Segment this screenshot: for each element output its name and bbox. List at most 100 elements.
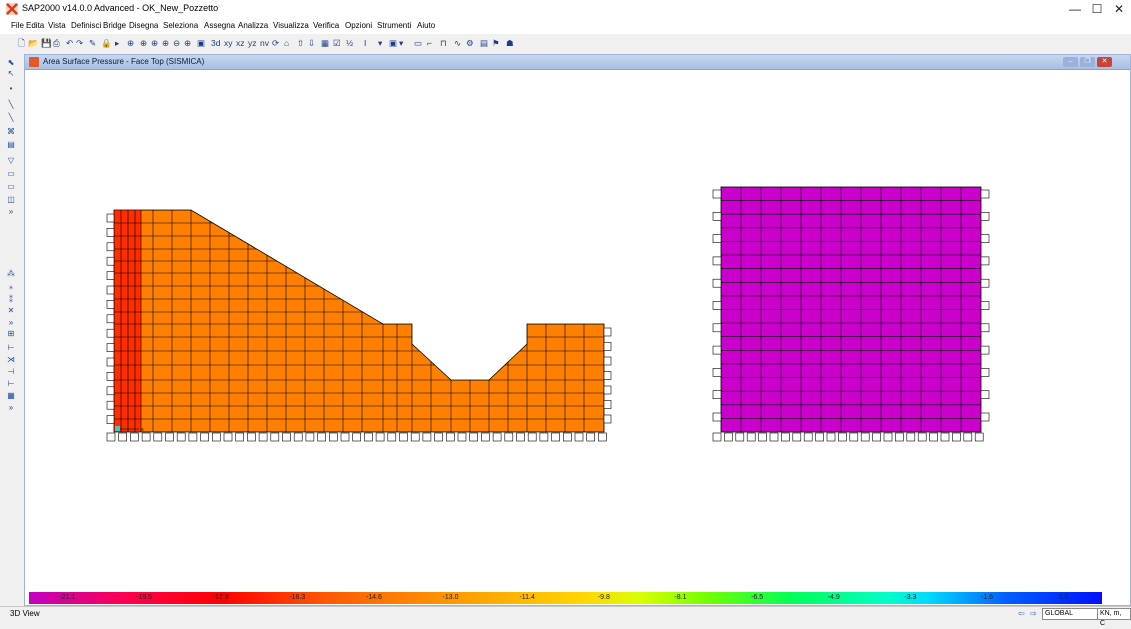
graph-icon[interactable]: ⚑ bbox=[492, 38, 500, 48]
draw-rect-area-icon[interactable]: ▭ bbox=[7, 169, 15, 178]
joint-support-marker bbox=[603, 414, 612, 424]
draw-solid-icon[interactable]: ◫ bbox=[7, 195, 15, 204]
menu-bridge[interactable]: Bridge bbox=[103, 21, 127, 30]
redo-icon[interactable]: ↷ bbox=[76, 38, 84, 48]
zoom-full-icon[interactable]: ⊕ bbox=[140, 38, 148, 48]
inner-minimize-button[interactable]: – bbox=[1063, 57, 1078, 67]
rotate-3d-icon[interactable]: ⟳ bbox=[272, 38, 280, 48]
draw-joint-icon[interactable]: • bbox=[9, 84, 13, 93]
joint-support-marker bbox=[106, 357, 115, 367]
maximize-button[interactable]: ☐ bbox=[1091, 2, 1103, 16]
zoom-previous-icon[interactable]: ⊕ bbox=[151, 38, 159, 48]
quick-area-icon[interactable]: ▭ bbox=[7, 182, 15, 191]
draw-frame-icon[interactable]: ⌐ bbox=[427, 38, 432, 48]
results-window-titlebar: Area Surface Pressure - Face Top (SISMIC… bbox=[25, 55, 1130, 70]
menu-seleziona[interactable]: Seleziona bbox=[163, 21, 199, 30]
save-icon[interactable]: 💾 bbox=[41, 38, 52, 48]
view-3d-button[interactable]: 3d bbox=[211, 38, 221, 48]
draw-brace-icon[interactable]: ⌘ bbox=[7, 127, 15, 136]
undo-icon[interactable]: ↶ bbox=[66, 38, 74, 48]
view-xy-button[interactable]: xy bbox=[224, 38, 233, 48]
pointer-select-icon[interactable]: ⬉ bbox=[7, 58, 15, 67]
run-analysis-icon[interactable]: ▸ bbox=[115, 38, 120, 48]
joint-support-marker bbox=[980, 390, 990, 400]
view-nv-button[interactable]: nv bbox=[260, 38, 269, 48]
section-designer-icon[interactable]: ∿ bbox=[454, 38, 462, 48]
snap-intersections-icon[interactable]: ⋊ bbox=[7, 355, 15, 364]
menu-visualizza[interactable]: Visualizza bbox=[273, 21, 309, 30]
menu-file[interactable]: File bbox=[11, 21, 24, 30]
clear-selection-icon[interactable]: ⁑ bbox=[9, 295, 13, 304]
menu-vista[interactable]: Vista bbox=[48, 21, 66, 30]
menu-disegna[interactable]: Disegna bbox=[129, 21, 159, 30]
window-icon[interactable]: ▣ bbox=[197, 38, 206, 48]
joint-support-marker bbox=[603, 400, 612, 409]
snap-perpendicular-icon[interactable]: ⊣ bbox=[7, 367, 15, 376]
shift-up-icon[interactable]: ⇧ bbox=[297, 38, 305, 48]
show-stresses-icon[interactable]: ▣ bbox=[389, 38, 398, 48]
expand-more-icon-2[interactable]: » bbox=[8, 318, 14, 327]
coord-system-select[interactable]: GLOBAL bbox=[1042, 608, 1098, 620]
display-options-icon[interactable]: ▦ bbox=[321, 38, 330, 48]
snap-joints-icon[interactable]: ⊞ bbox=[7, 329, 15, 338]
previous-view-icon[interactable]: ⇦ bbox=[1018, 609, 1025, 618]
menu-strumenti[interactable]: Strumenti bbox=[377, 21, 412, 30]
open-file-icon[interactable]: 📂 bbox=[28, 38, 39, 48]
view-yz-button[interactable]: yz bbox=[248, 38, 257, 48]
assign-restraints-icon[interactable]: ⚙ bbox=[466, 38, 474, 48]
snap-fine-grid-icon[interactable]: ▦ bbox=[7, 391, 15, 400]
snap-ends-icon[interactable]: ⊢ bbox=[7, 343, 15, 352]
model-view-canvas[interactable]: × bbox=[25, 70, 1130, 590]
assign-loads-icon[interactable]: ▤ bbox=[480, 38, 489, 48]
lock-icon[interactable]: 🔒 bbox=[101, 38, 112, 48]
menu-aiuto[interactable]: Aiuto bbox=[417, 21, 436, 30]
draw-area-icon[interactable]: ⊓ bbox=[440, 38, 447, 48]
dropdown-arrow-icon-2[interactable]: ▾ bbox=[399, 38, 404, 48]
draw-frame-line-icon[interactable]: ╲ bbox=[8, 100, 14, 109]
reshape-icon[interactable]: ↖ bbox=[7, 69, 15, 78]
zoom-in-icon[interactable]: ⊕ bbox=[162, 38, 170, 48]
inner-close-button[interactable]: ✕ bbox=[1097, 57, 1112, 67]
menu-opzioni[interactable]: Opzioni bbox=[345, 21, 373, 30]
dropdown-arrow-icon[interactable]: ▾ bbox=[378, 38, 383, 48]
show-forces-icon[interactable]: I bbox=[364, 38, 367, 48]
menu-edita[interactable]: Edita bbox=[26, 21, 45, 30]
refresh-icon[interactable]: ✎ bbox=[89, 38, 97, 48]
quick-draw-icon[interactable]: ▭ bbox=[414, 38, 423, 48]
joint-support-marker bbox=[200, 432, 209, 442]
rubber-band-zoom-icon[interactable]: ⊕ bbox=[127, 38, 135, 48]
show-undeformed-icon[interactable]: ☑ bbox=[333, 38, 341, 48]
menu-assegna[interactable]: Assegna bbox=[204, 21, 236, 30]
joint-support-marker bbox=[270, 432, 280, 442]
intersect-select-icon[interactable]: ✕ bbox=[7, 306, 15, 315]
perspective-icon[interactable]: ⌂ bbox=[284, 38, 290, 48]
zoom-out-icon[interactable]: ⊖ bbox=[173, 38, 181, 48]
new-model-icon[interactable]: 🗋 bbox=[18, 38, 25, 48]
previous-select-icon[interactable]: ⁎ bbox=[9, 282, 13, 291]
shift-down-icon[interactable]: ⇩ bbox=[308, 38, 316, 48]
units-select[interactable]: KN, m, C bbox=[1097, 608, 1131, 627]
show-deformed-icon[interactable]: ½ bbox=[346, 38, 354, 48]
inner-restore-button[interactable]: ❐ bbox=[1080, 57, 1095, 67]
joint-support-marker bbox=[141, 432, 151, 442]
select-all-left-icon[interactable]: ⁂ bbox=[7, 269, 15, 278]
pan-icon[interactable]: ⊕ bbox=[184, 38, 192, 48]
close-button[interactable]: ✕ bbox=[1113, 2, 1125, 16]
expand-more-icon[interactable]: » bbox=[8, 207, 14, 216]
next-view-icon[interactable]: ⇨ bbox=[1030, 609, 1037, 618]
quick-brace-icon[interactable]: ▤ bbox=[7, 140, 15, 149]
print-icon[interactable]: ⎙ bbox=[53, 38, 60, 48]
menu-verifica[interactable]: Verifica bbox=[313, 21, 340, 30]
main-toolbar: 🗋 📂 💾 ⎙ ↶ ↷ ✎ 🔒 ▸ ⊕ ⊕ ⊕ ⊕ ⊖ ⊕ ▣ 3d xy xz… bbox=[0, 34, 1131, 52]
quick-frame-icon[interactable]: ╲ bbox=[8, 113, 14, 122]
expand-more-icon-3[interactable]: » bbox=[8, 403, 14, 412]
snap-lines-icon[interactable]: ⊢ bbox=[7, 379, 15, 388]
menu-analizza[interactable]: Analizza bbox=[238, 21, 269, 30]
draw-poly-area-icon[interactable]: ▽ bbox=[7, 156, 15, 165]
joint-support-marker bbox=[980, 301, 990, 310]
view-xz-button[interactable]: xz bbox=[236, 38, 245, 48]
select-all-icon[interactable]: ☗ bbox=[506, 38, 514, 48]
joint-support-marker bbox=[712, 301, 722, 310]
menu-definisci[interactable]: Definisci bbox=[71, 21, 102, 30]
minimize-button[interactable]: — bbox=[1069, 2, 1081, 16]
